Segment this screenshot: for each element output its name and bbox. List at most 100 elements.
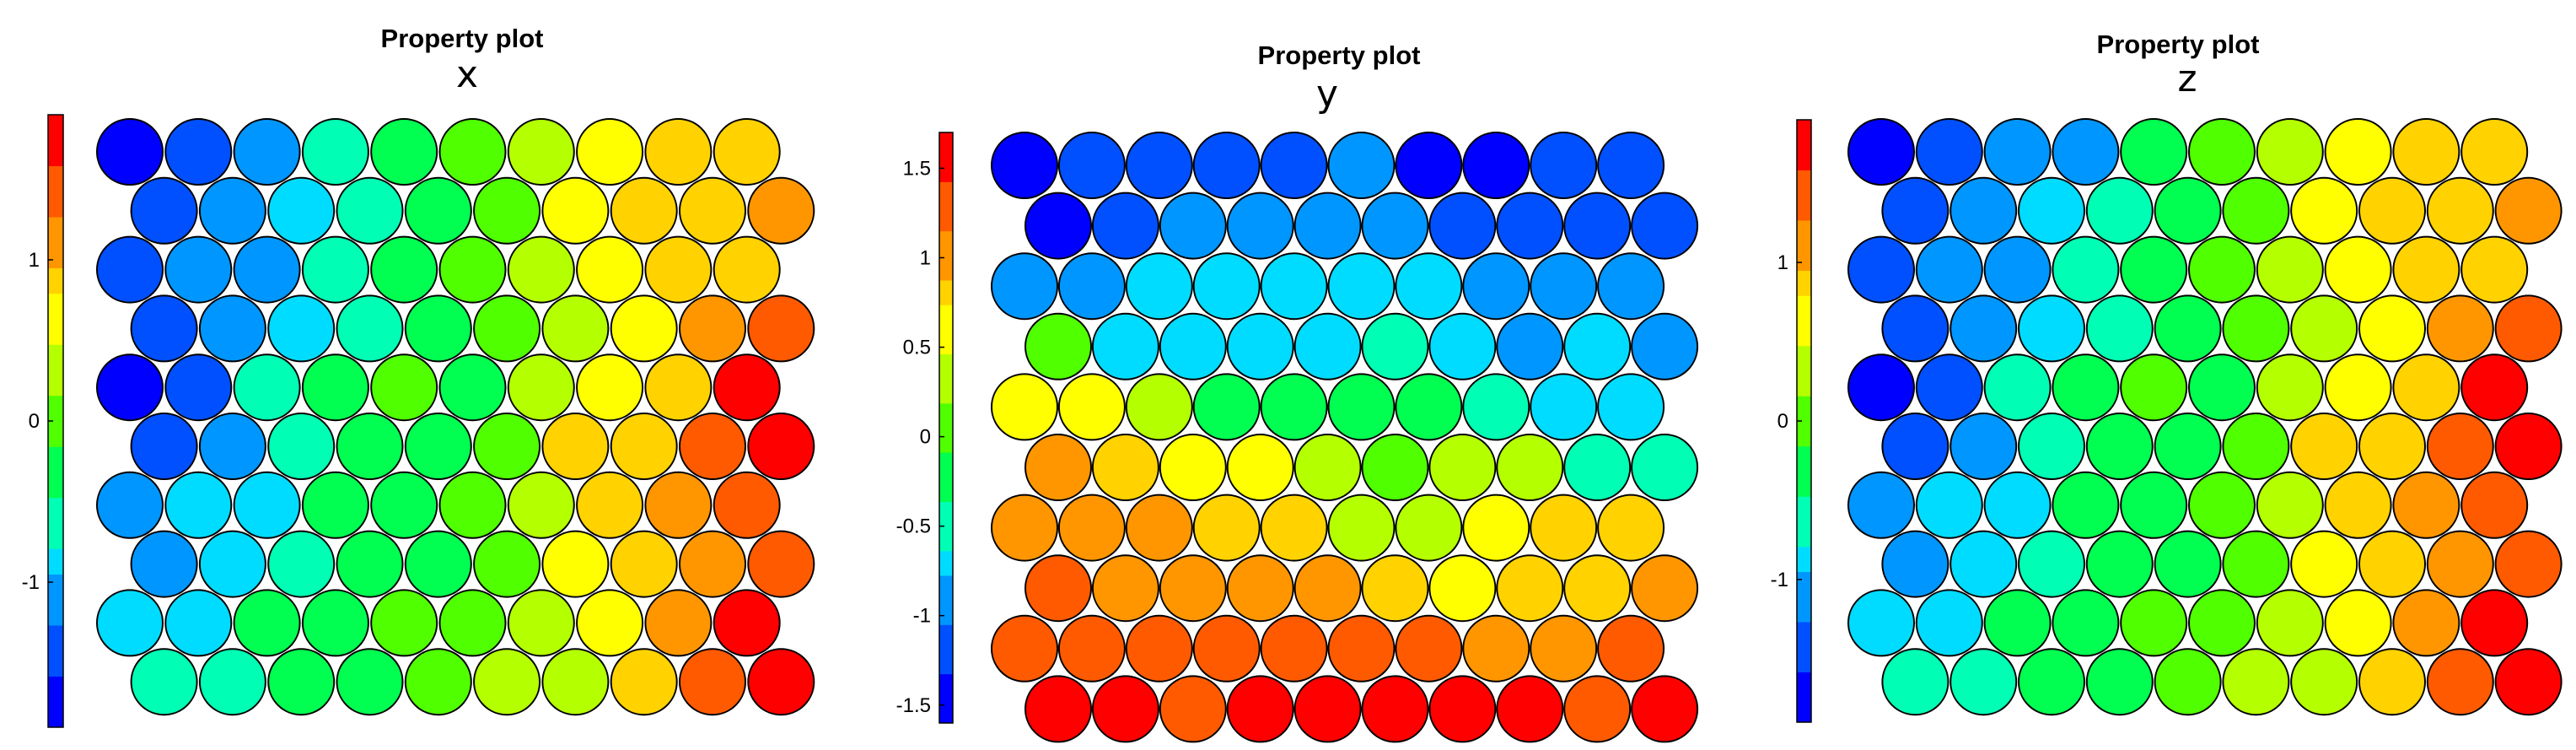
hex-cell [2052, 118, 2120, 186]
hex-cell [1597, 614, 1665, 683]
hex-cell [473, 294, 541, 363]
hex-cell [233, 589, 301, 657]
hex-cell [1428, 675, 1497, 743]
colorbar-segment [1797, 345, 1811, 371]
hex-cell [2392, 353, 2460, 422]
hex-cell [2392, 118, 2460, 186]
hex-cell [1983, 589, 2052, 657]
hex-cell [370, 589, 438, 657]
hex-cell [1983, 235, 2052, 304]
hex-cell [1125, 373, 1193, 441]
hex-cell [336, 648, 404, 716]
hex-cell [2188, 235, 2256, 304]
panel-z-cells [1847, 118, 2563, 716]
hex-cell [2018, 648, 2085, 716]
colorbar-segment [48, 191, 63, 218]
hex-cell [1847, 235, 1915, 304]
hex-cell [2154, 176, 2222, 245]
hex-cell [1496, 554, 1564, 623]
hex-cell [1915, 235, 1983, 304]
colorbar-segment [48, 599, 63, 626]
hex-cell [2018, 530, 2085, 598]
colorbar-frame [938, 132, 954, 724]
colorbar-segment [939, 132, 953, 158]
colorbar-segment [48, 267, 63, 294]
hex-cell [507, 235, 575, 304]
panel-z-title: Property plot [2097, 30, 2260, 59]
hex-cell [1226, 554, 1294, 623]
colorbar-segment [939, 206, 953, 232]
hex-cell [267, 294, 336, 363]
hex-cell [1949, 413, 2018, 480]
hex-cell [1125, 494, 1193, 562]
hex-cell [336, 176, 404, 245]
hex-cell [1530, 614, 1598, 683]
hex-cell [96, 471, 164, 539]
hex-cell [2494, 530, 2563, 598]
hex-cell [2085, 413, 2154, 480]
panel-y-title: Property plot [1258, 40, 1421, 70]
colorbar-segment [48, 676, 63, 703]
panel-x-colorbar: -1 0 1 [22, 114, 64, 728]
hex-cell [1428, 434, 1497, 501]
hex-cell [1563, 554, 1632, 623]
hex-cell [1057, 373, 1126, 441]
hex-cell [991, 494, 1058, 562]
hex-cell [2222, 413, 2290, 480]
hex-cell [2460, 353, 2529, 422]
hex-cell [576, 471, 644, 539]
hex-cell [1983, 353, 2052, 422]
hex-cell [96, 235, 164, 304]
hex-cell [1631, 675, 1699, 743]
hex-cell [1024, 675, 1092, 743]
hex-cell [267, 176, 336, 245]
hex-cell [2324, 353, 2392, 422]
hex-cell [1192, 132, 1261, 199]
hex-cell [1091, 675, 1159, 743]
hex-cell [610, 413, 678, 480]
hex-cell [233, 118, 301, 186]
colorbar-tick-label: 0 [29, 410, 40, 433]
hex-cell [2222, 176, 2290, 245]
hex-cell [1530, 252, 1598, 321]
panel-x-cells [96, 118, 815, 716]
panel-x-title: Property plot [381, 24, 544, 53]
hex-cell [2085, 294, 2154, 363]
hex-cell [404, 294, 472, 363]
colorbar-segment [48, 701, 63, 728]
hex-cell [1881, 648, 1949, 716]
colorbar-tick-label: -1 [913, 605, 931, 628]
hex-cell [991, 373, 1058, 441]
hex-cell [301, 353, 369, 422]
hex-cell [541, 648, 610, 716]
colorbar-segment [48, 115, 63, 141]
hex-cell [1949, 176, 2018, 245]
hex-cell [747, 176, 815, 245]
hex-cell [96, 589, 164, 657]
hex-cell [1159, 192, 1227, 260]
hex-cell [1530, 494, 1598, 562]
hex-cell [1597, 494, 1665, 562]
hex-cell [644, 353, 713, 422]
colorbar-segment [48, 293, 63, 320]
hex-cell [1293, 192, 1362, 260]
colorbar-segment [1797, 220, 1811, 246]
colorbar-segment [48, 548, 63, 575]
hex-cell [2392, 235, 2460, 304]
hex-cell [1631, 554, 1699, 623]
hex-cell [1847, 589, 1915, 657]
hex-cell [1024, 554, 1092, 623]
hex-cell [1024, 192, 1092, 260]
hex-cell [1226, 675, 1294, 743]
colorbar-segment [939, 452, 953, 478]
hex-cell [1597, 373, 1665, 441]
hex-cell [1395, 373, 1463, 441]
colorbar-tick-label: -1 [22, 571, 40, 594]
hex-cell [1361, 554, 1429, 623]
hex-cell [2222, 648, 2290, 716]
hex-cell [2426, 294, 2494, 363]
hex-cell [1462, 252, 1530, 321]
hex-cell [2494, 648, 2563, 716]
hex-cell [541, 413, 610, 480]
hex-cell [164, 353, 233, 422]
